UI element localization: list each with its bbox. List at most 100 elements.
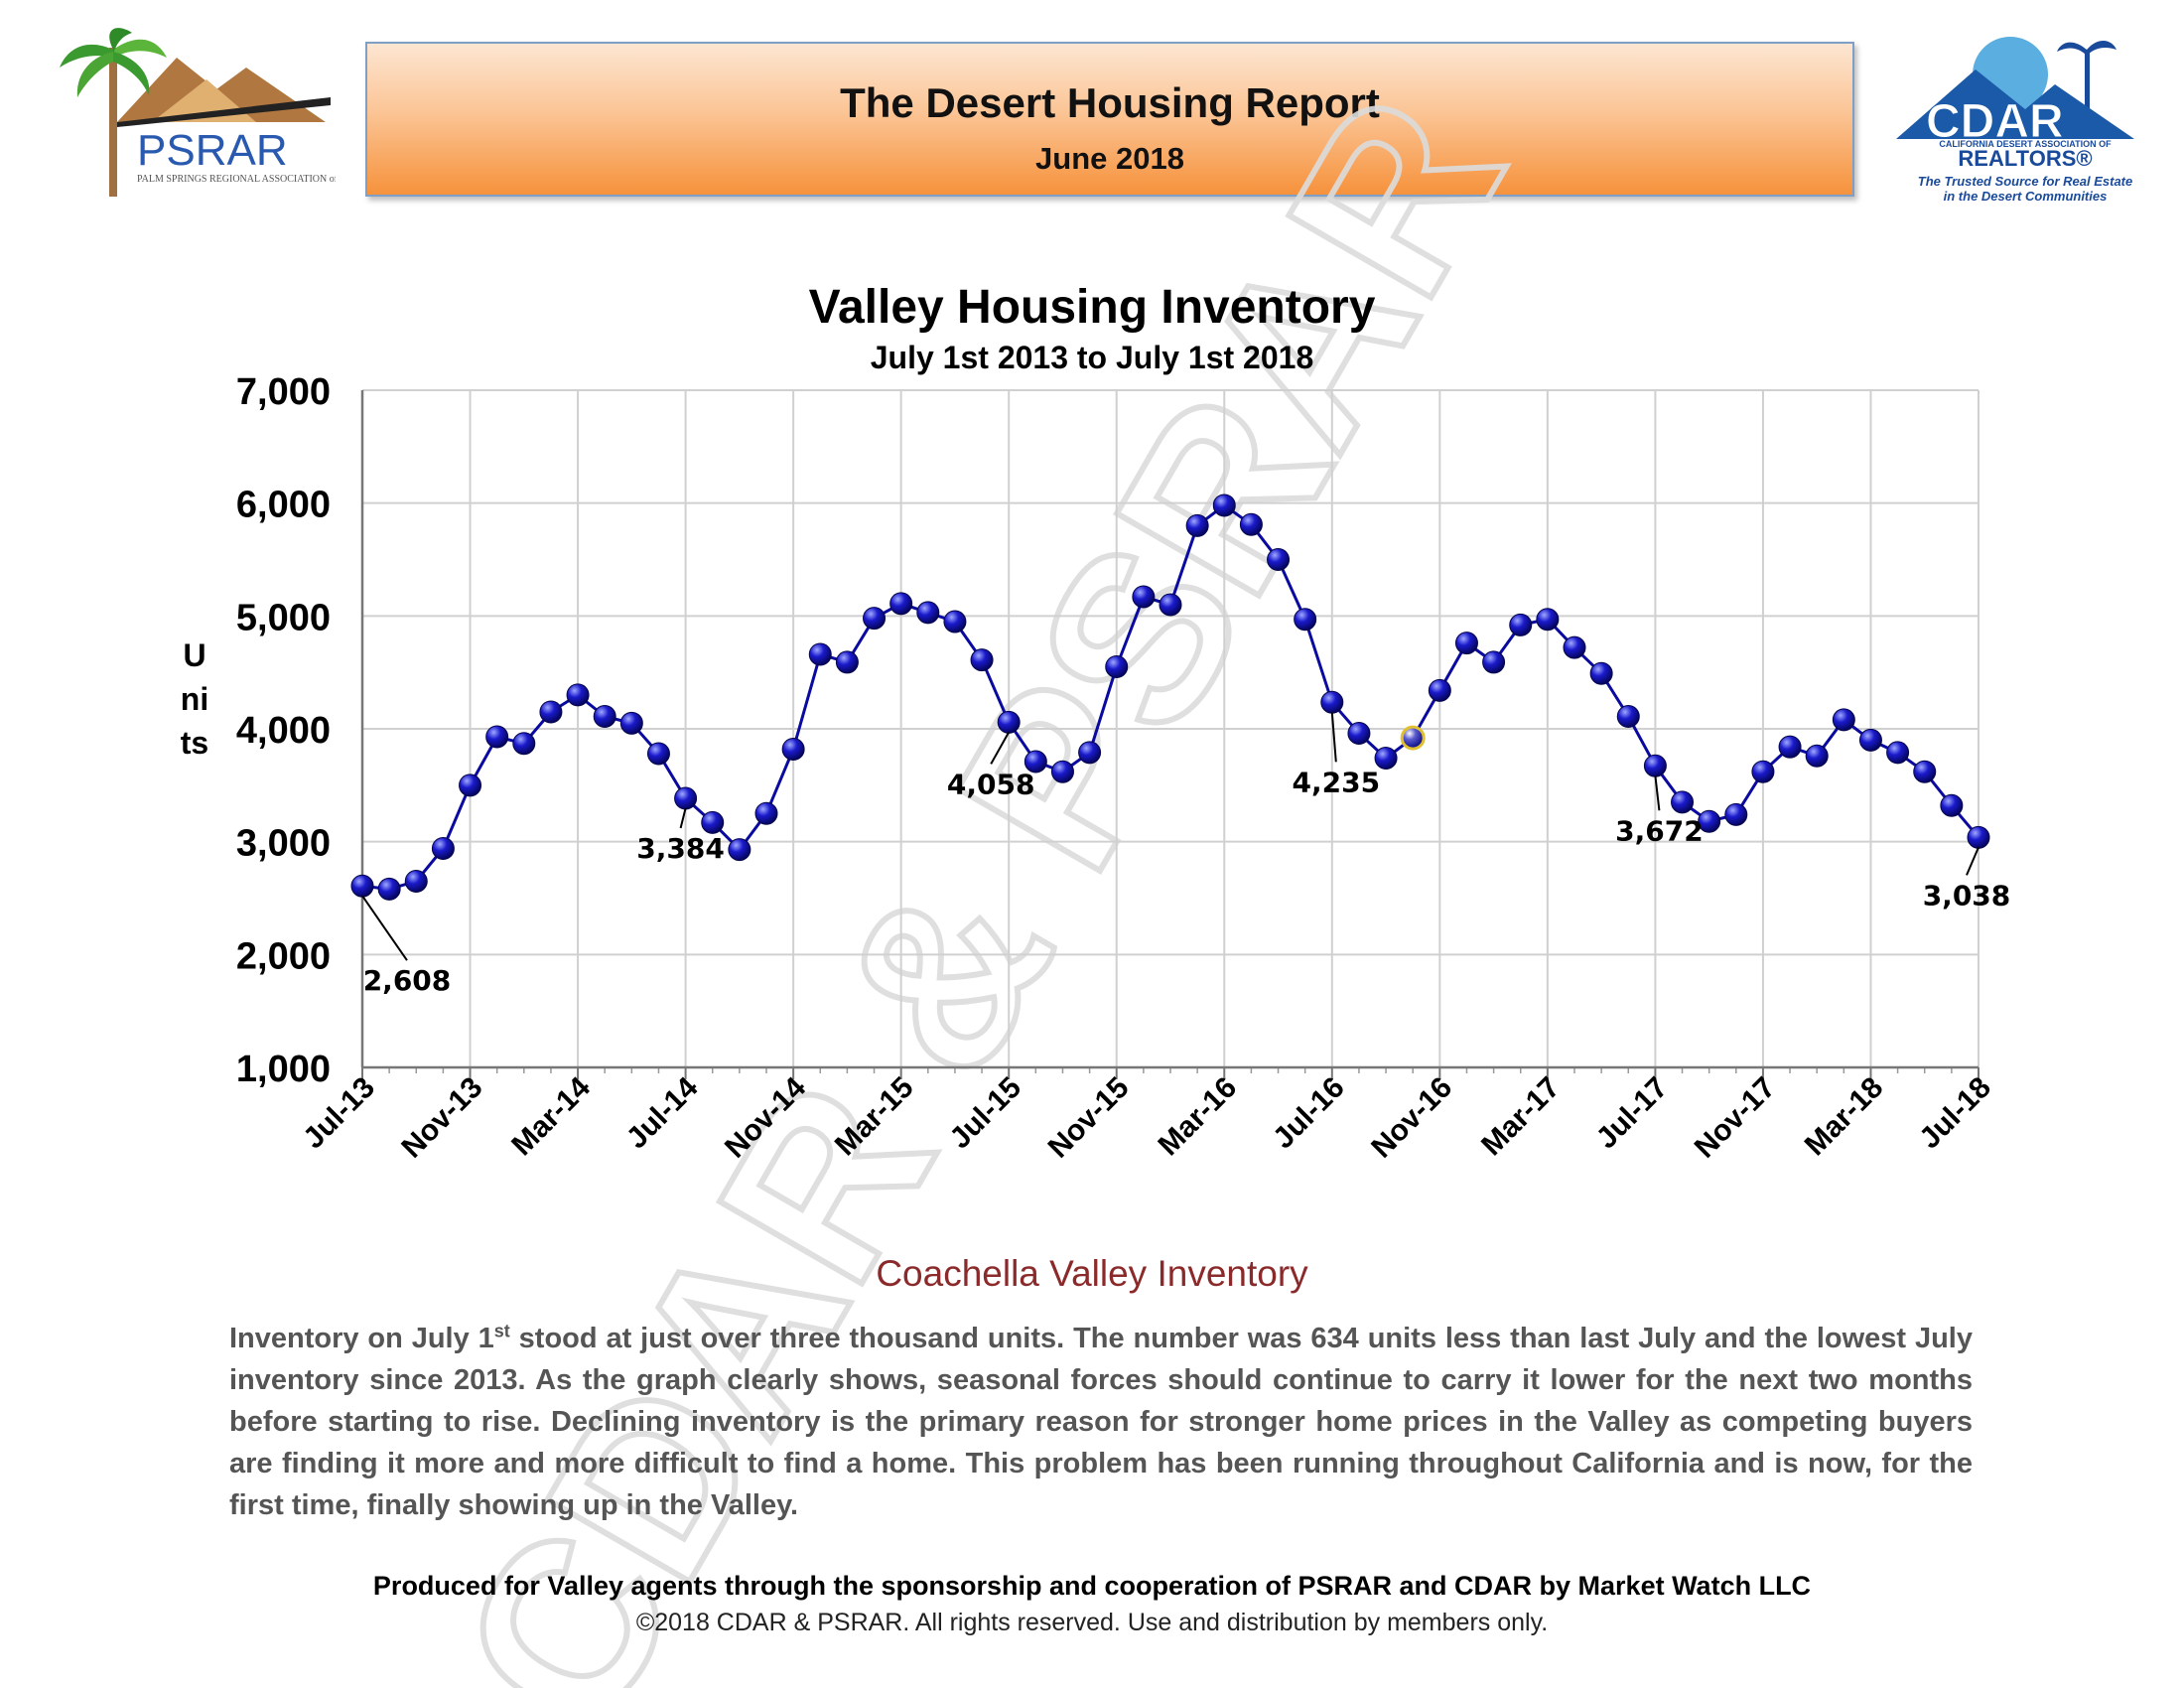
annotation-leader (679, 807, 687, 829)
series-line (361, 503, 1980, 891)
data-point (1913, 760, 1937, 783)
report-title: The Desert Housing Report (840, 79, 1380, 126)
x-tick-label: Jul-14 (620, 1070, 705, 1155)
x-tick-label: Nov-14 (719, 1070, 812, 1164)
chart-title: Valley Housing Inventory (808, 281, 1376, 334)
data-point (539, 700, 563, 724)
data-label: 3,038 (1923, 879, 2011, 912)
data-point (997, 710, 1021, 734)
data-point (619, 711, 643, 735)
data-point (646, 742, 670, 766)
x-tick-label: Jul-15 (943, 1071, 1027, 1156)
data-point (1454, 632, 1478, 655)
data-point (431, 836, 455, 860)
psrar-logo: PSRAR PALM SPRINGS REGIONAL ASSOCIATION … (60, 28, 336, 197)
data-point (1050, 760, 1074, 783)
psrar-logo-tagline: PALM SPRINGS REGIONAL ASSOCIATION of REA… (137, 174, 336, 185)
data-point (1589, 661, 1613, 685)
data-label: 3,672 (1615, 814, 1704, 847)
data-point (512, 732, 536, 756)
data-point (943, 610, 967, 633)
data-point (1967, 825, 1990, 849)
y-tick-label: 3,000 (236, 823, 331, 865)
annotation-leader (1330, 712, 1337, 763)
psrar-logo-name: PSRAR (137, 126, 288, 175)
point-layer (350, 493, 1990, 901)
data-point (1778, 735, 1802, 759)
data-point (1374, 747, 1398, 771)
grid-layer (361, 389, 1979, 1068)
body-text-sup: st (493, 1321, 510, 1341)
x-tick-label: Mar-14 (505, 1070, 597, 1162)
data-point (1294, 608, 1317, 632)
data-point (485, 725, 509, 749)
report-date: June 2018 (1035, 141, 1184, 176)
data-point (728, 838, 751, 862)
data-point (1132, 585, 1156, 609)
data-point (781, 737, 805, 761)
data-point (754, 801, 778, 825)
cdar-logo-realtors: REALTORS® (1958, 146, 2092, 171)
data-point (1267, 548, 1291, 571)
data-point (1239, 512, 1263, 536)
data-point (1563, 635, 1586, 659)
cdar-logo-tagline2: in the Desert Communities (1944, 189, 2108, 204)
data-point (1886, 741, 1910, 765)
label-layer: 2,608 3,384 4,058 4,235 3,672 3,038 (361, 712, 2011, 997)
data-point (1858, 728, 1882, 752)
header-banner: The Desert Housing Report June 2018 (365, 42, 1854, 197)
x-tick-label: Nov-16 (1365, 1071, 1458, 1165)
inventory-line-chart: 1,000 2,000 3,000 4,000 5,000 6,000 7,000 Jul-1… (236, 371, 2011, 1165)
x-tick-label: Nov-17 (1689, 1071, 1782, 1165)
x-tick-label: Jul-17 (1590, 1071, 1675, 1156)
data-point (835, 650, 859, 674)
data-point (889, 592, 913, 616)
data-point (1616, 704, 1640, 728)
data-point (1698, 809, 1721, 833)
y-tick-label: 1,000 (236, 1049, 331, 1090)
data-point (701, 810, 725, 834)
annotation-leader (361, 895, 408, 961)
data-point (1078, 741, 1102, 765)
data-label: 2,608 (363, 964, 452, 997)
data-point (1724, 802, 1748, 826)
y-axis-label: Units (180, 637, 209, 761)
data-point (566, 683, 590, 707)
y-tick-label: 4,000 (236, 710, 331, 752)
data-point (1509, 613, 1533, 636)
data-point (1400, 725, 1426, 751)
data-point (1212, 493, 1236, 517)
x-tick-label: Nov-13 (395, 1071, 488, 1165)
data-point (1751, 760, 1775, 783)
data-point (916, 601, 940, 625)
data-point (1643, 754, 1667, 777)
data-point (593, 704, 616, 728)
data-point (1347, 722, 1371, 746)
cdar-logo-name: CDAR (1926, 95, 2064, 148)
body-text-part2: stood at just over three thousand units.… (229, 1323, 1973, 1521)
x-tick-label: Mar-17 (1475, 1071, 1567, 1163)
y-tick-label: 5,000 (236, 597, 331, 638)
data-point (1024, 750, 1047, 774)
section-title: Coachella Valley Inventory (876, 1253, 1308, 1294)
annotation-leader (990, 731, 1011, 765)
body-paragraph: Inventory on July 1st stood at just over… (229, 1318, 1973, 1526)
data-point (1105, 654, 1129, 678)
cdar-logo-tagline1: The Trusted Source for Real Estate (1918, 174, 2133, 189)
data-point (1185, 513, 1209, 537)
line-layer (361, 503, 1980, 891)
data-label: 3,384 (636, 832, 725, 865)
data-point (377, 877, 401, 901)
y-tick-label: 7,000 (236, 371, 331, 413)
x-tick-label: Jul-18 (1913, 1071, 1997, 1156)
data-point (350, 874, 374, 898)
body-text-part1: Inventory on July 1 (229, 1323, 494, 1354)
data-point (404, 869, 428, 893)
x-tick-label: Jul-16 (1267, 1071, 1351, 1156)
data-point (1320, 690, 1344, 714)
cdar-logo: CDAR CALIFORNIA DESERT ASSOCIATION OF RE… (1896, 37, 2134, 204)
data-point (1428, 678, 1451, 702)
cdar-logo-org: CALIFORNIA DESERT ASSOCIATION OF (1939, 139, 2112, 149)
data-point (1159, 593, 1182, 617)
y-tick-label: 2,000 (236, 935, 331, 977)
